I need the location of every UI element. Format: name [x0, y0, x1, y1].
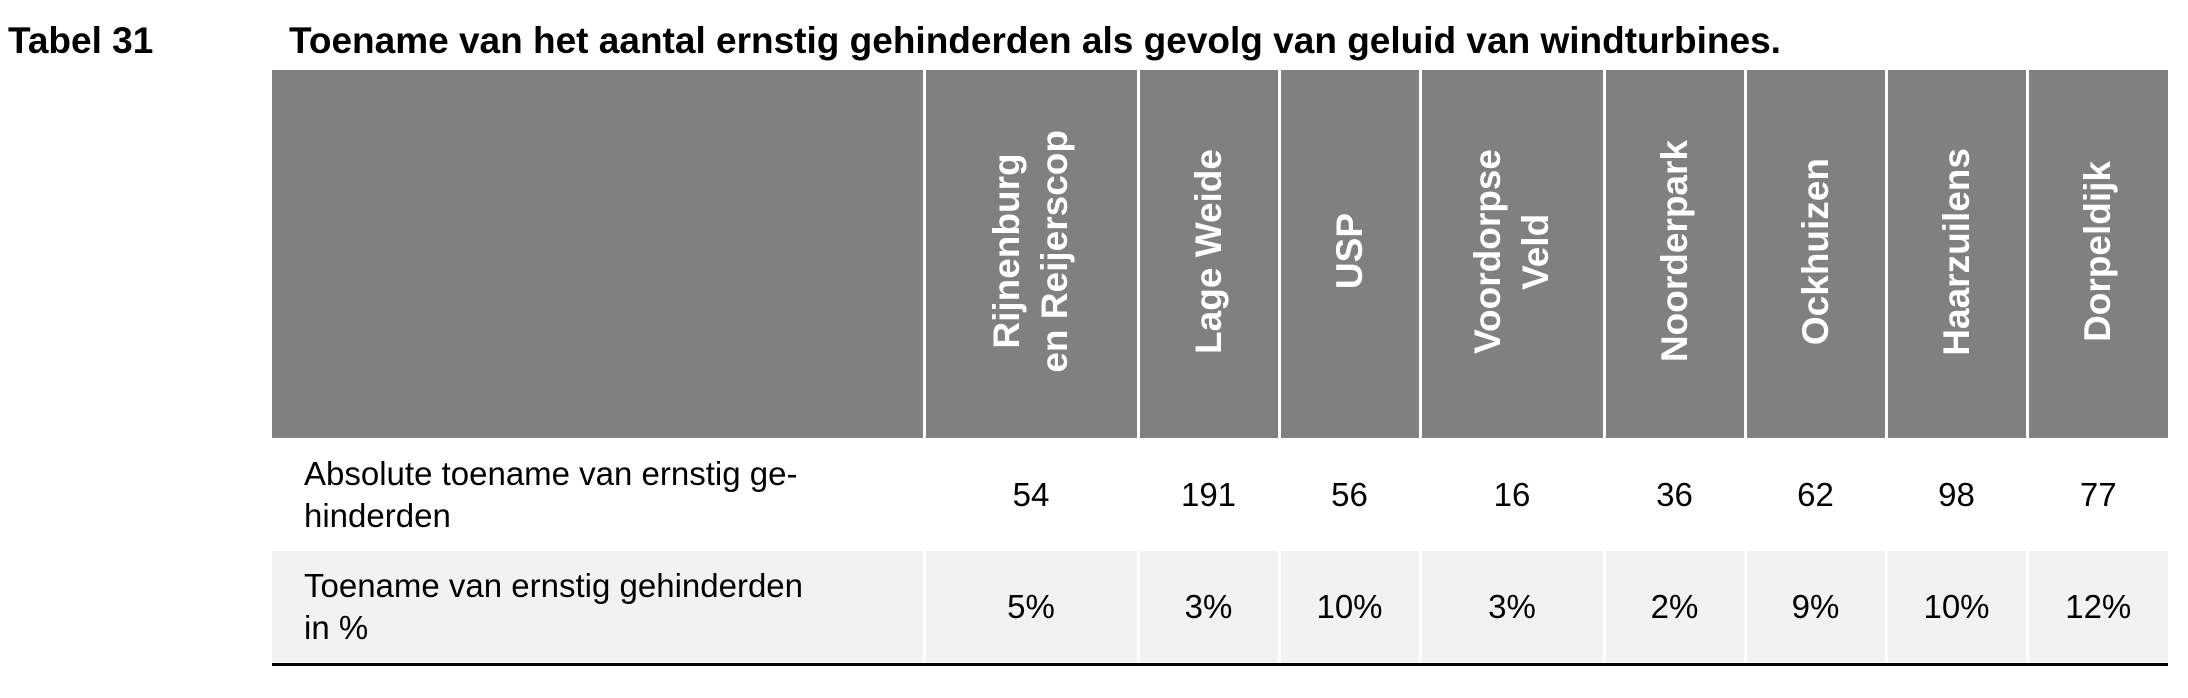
- table-cell: 3%: [1136, 551, 1279, 666]
- table-cell: 56: [1277, 438, 1420, 551]
- column-header-label: Dorpeldijk: [2077, 161, 2119, 342]
- column-header-label: Noorderpark: [1653, 140, 1695, 363]
- table-cell: 98: [1884, 438, 2027, 551]
- table-title: Toename van het aantal ernstig gehinderd…: [289, 20, 1781, 61]
- table-cell: 12%: [2025, 551, 2168, 666]
- data-table: Rijnenburg en Reijerscop Lage Weide USP …: [272, 70, 2168, 666]
- column-header-label: Rijnenburg en Reijerscop: [986, 130, 1075, 373]
- table-number: Tabel 31: [8, 20, 154, 61]
- row-label: Toename van ernstig gehinderden in %: [272, 551, 924, 666]
- column-header: USP: [1277, 70, 1420, 438]
- column-header-label: Voordorpse Veld: [1467, 149, 1556, 354]
- table-row: Absolute toename van ernstig ge- hinderd…: [272, 438, 2168, 551]
- header-row: Rijnenburg en Reijerscop Lage Weide USP …: [272, 70, 2168, 438]
- table-cell: 9%: [1743, 551, 1886, 666]
- table-cell: 191: [1136, 438, 1279, 551]
- column-header: Rijnenburg en Reijerscop: [922, 70, 1138, 438]
- column-header-label: Haarzuilens: [1935, 147, 1977, 356]
- table-cell: 10%: [1277, 551, 1420, 666]
- table-cell: 2%: [1602, 551, 1745, 666]
- table-cell: 16: [1418, 438, 1604, 551]
- table-cell: 62: [1743, 438, 1886, 551]
- column-header-label: Ockhuizen: [1794, 157, 1836, 346]
- column-header: Ockhuizen: [1743, 70, 1886, 438]
- row-label: Absolute toename van ernstig ge- hinderd…: [272, 438, 924, 551]
- column-header: Lage Weide: [1136, 70, 1279, 438]
- table-row: Toename van ernstig gehinderden in % 5% …: [272, 551, 2168, 666]
- table-cell: 3%: [1418, 551, 1604, 666]
- header-corner-cell: [272, 70, 924, 438]
- column-header: Haarzuilens: [1884, 70, 2027, 438]
- table-cell: 10%: [1884, 551, 2027, 666]
- column-header-label: Lage Weide: [1187, 149, 1229, 354]
- table-cell: 5%: [922, 551, 1138, 666]
- column-header: Voordorpse Veld: [1418, 70, 1604, 438]
- column-header: Noorderpark: [1602, 70, 1745, 438]
- table-cell: 77: [2025, 438, 2168, 551]
- table-cell: 54: [922, 438, 1138, 551]
- table-cell: 36: [1602, 438, 1745, 551]
- column-header: Dorpeldijk: [2025, 70, 2168, 438]
- column-header-label: USP: [1328, 213, 1370, 290]
